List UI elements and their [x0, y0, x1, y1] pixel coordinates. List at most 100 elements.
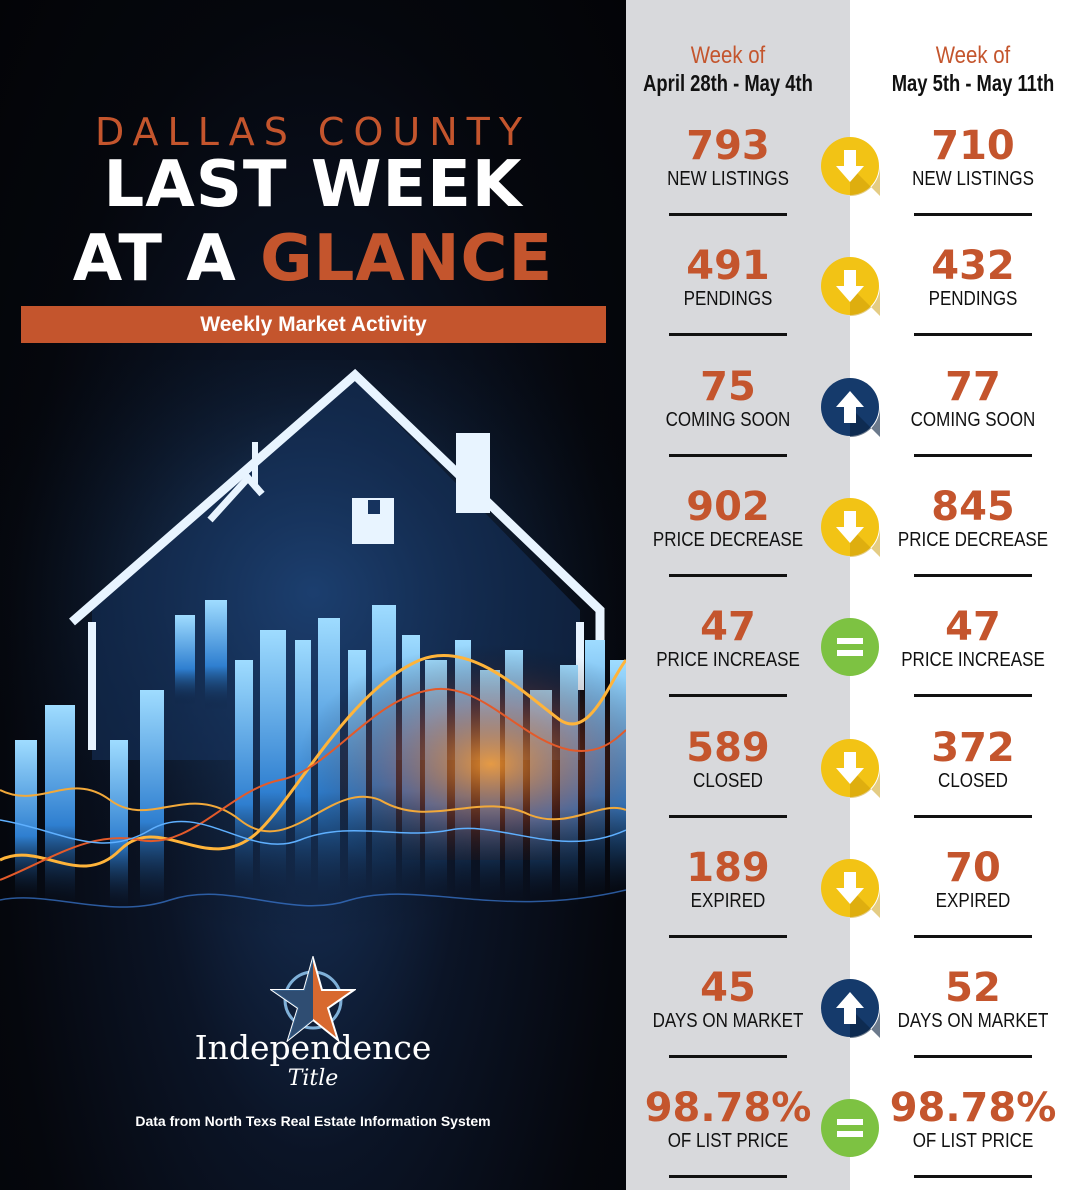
curr-stat-label: NEW LISTINGS	[912, 168, 1034, 190]
previous-week-column	[626, 0, 850, 1190]
divider-rule	[914, 333, 1032, 336]
prev-stat-label: DAYS ON MARKET	[652, 1010, 804, 1032]
prev-stat-value: 589	[686, 725, 770, 771]
current-week-column	[850, 0, 1080, 1190]
prev-stat-label: EXPIRED	[690, 890, 766, 912]
prev-stat-label: COMING SOON	[665, 409, 791, 431]
divider-rule	[914, 935, 1032, 938]
headline-white-text: AT A	[72, 222, 237, 296]
hero-panel: DALLAS COUNTY LAST WEEK AT A GLANCE Week…	[0, 0, 626, 1190]
county-title: DALLAS COUNTY	[94, 110, 532, 154]
current-week-range: May 5th - May 11th	[891, 70, 1055, 96]
prev-stat-value: 98.78%	[644, 1085, 812, 1131]
brand-name: Independence	[194, 1028, 432, 1067]
curr-stat-value: 372	[931, 725, 1015, 771]
headline-line-1: LAST WEEK	[103, 148, 523, 222]
divider-rule	[669, 935, 787, 938]
divider-rule	[669, 694, 787, 697]
curr-stat: 77 COMING SOON	[853, 365, 1080, 431]
prev-stat: 45 DAYS ON MARKET	[608, 966, 848, 1032]
divider-rule	[914, 694, 1032, 697]
divider-rule	[669, 454, 787, 457]
prev-stat-label: CLOSED	[693, 770, 763, 792]
curr-stat-label: DAYS ON MARKET	[897, 1010, 1049, 1032]
trend-up-icon	[820, 377, 880, 437]
previous-week-range: April 28th - May 4th	[643, 70, 813, 96]
trend-equal-icon	[820, 1098, 880, 1158]
curr-stat: 47 PRICE INCREASE	[853, 605, 1080, 671]
divider-rule	[914, 574, 1032, 577]
prev-stat: 75 COMING SOON	[608, 365, 848, 431]
divider-rule	[914, 1175, 1032, 1178]
divider-rule	[669, 815, 787, 818]
trend-up-icon	[820, 978, 880, 1038]
divider-rule	[914, 815, 1032, 818]
trend-down-icon	[820, 136, 880, 196]
curr-stat: 372 CLOSED	[853, 726, 1080, 792]
divider-rule	[669, 213, 787, 216]
prev-stat: 98.78% OF LIST PRICE	[608, 1086, 848, 1152]
trend-equal-icon	[820, 617, 880, 677]
prev-stat-value: 189	[686, 845, 770, 891]
prev-stat-value: 47	[700, 604, 756, 650]
prev-stat: 793 NEW LISTINGS	[608, 124, 848, 190]
prev-stat: 902 PRICE DECREASE	[608, 485, 848, 551]
curr-stat-value: 77	[945, 364, 1001, 410]
curr-stat-label: PENDINGS	[928, 288, 1018, 310]
prev-stat-label: NEW LISTINGS	[667, 168, 789, 190]
trend-down-icon	[820, 738, 880, 798]
curr-stat-label: OF LIST PRICE	[912, 1130, 1034, 1152]
prev-stat: 491 PENDINGS	[608, 244, 848, 310]
curr-stat-label: COMING SOON	[910, 409, 1036, 431]
curr-stat-value: 98.78%	[889, 1085, 1057, 1131]
curr-stat-value: 52	[945, 965, 1001, 1011]
prev-stat-label: PENDINGS	[683, 288, 773, 310]
divider-rule	[669, 1175, 787, 1178]
prev-stat-value: 75	[700, 364, 756, 410]
headline-line-2: AT A GLANCE	[20, 222, 606, 296]
prev-stat: 189 EXPIRED	[608, 846, 848, 912]
prev-stat-value: 45	[700, 965, 756, 1011]
brand-subtitle: Title	[287, 1066, 339, 1091]
data-source-note: Data from North Texs Real Estate Informa…	[135, 1113, 491, 1129]
curr-stat-label: CLOSED	[938, 770, 1008, 792]
subtitle-ribbon: Weekly Market Activity	[21, 306, 606, 343]
prev-stat-value: 793	[686, 123, 770, 169]
curr-stat-value: 47	[945, 604, 1001, 650]
prev-stat-label: PRICE INCREASE	[656, 649, 800, 671]
curr-stat-label: PRICE INCREASE	[901, 649, 1045, 671]
prev-stat-value: 902	[686, 484, 770, 530]
prev-stat-label: PRICE DECREASE	[652, 529, 804, 551]
previous-week-header: Week of April 28th - May 4th	[608, 42, 848, 97]
current-week-header: Week of May 5th - May 11th	[853, 42, 1080, 97]
prev-stat: 589 CLOSED	[608, 726, 848, 792]
prev-stat-value: 491	[686, 243, 770, 289]
star-logo-icon	[270, 956, 356, 1042]
trend-down-icon	[820, 256, 880, 316]
curr-stat: 432 PENDINGS	[853, 244, 1080, 310]
curr-stat: 70 EXPIRED	[853, 846, 1080, 912]
divider-rule	[914, 1055, 1032, 1058]
curr-stat: 98.78% OF LIST PRICE	[853, 1086, 1080, 1152]
curr-stat-label: PRICE DECREASE	[897, 529, 1049, 551]
curr-stat-value: 710	[931, 123, 1015, 169]
curr-stat: 710 NEW LISTINGS	[853, 124, 1080, 190]
trend-down-icon	[820, 497, 880, 557]
divider-rule	[669, 333, 787, 336]
divider-rule	[669, 1055, 787, 1058]
divider-rule	[914, 454, 1032, 457]
prev-stat-label: OF LIST PRICE	[667, 1130, 789, 1152]
curr-stat-label: EXPIRED	[935, 890, 1011, 912]
divider-rule	[914, 213, 1032, 216]
curr-stat: 52 DAYS ON MARKET	[853, 966, 1080, 1032]
headline-orange-text: GLANCE	[260, 222, 554, 296]
curr-stat-value: 432	[931, 243, 1015, 289]
curr-stat: 845 PRICE DECREASE	[853, 485, 1080, 551]
current-week-label: Week of	[935, 42, 1011, 69]
house-market-illustration	[0, 360, 626, 940]
divider-rule	[669, 574, 787, 577]
curr-stat-value: 845	[931, 484, 1015, 530]
trend-down-icon	[820, 858, 880, 918]
curr-stat-value: 70	[945, 845, 1001, 891]
prev-stat: 47 PRICE INCREASE	[608, 605, 848, 671]
